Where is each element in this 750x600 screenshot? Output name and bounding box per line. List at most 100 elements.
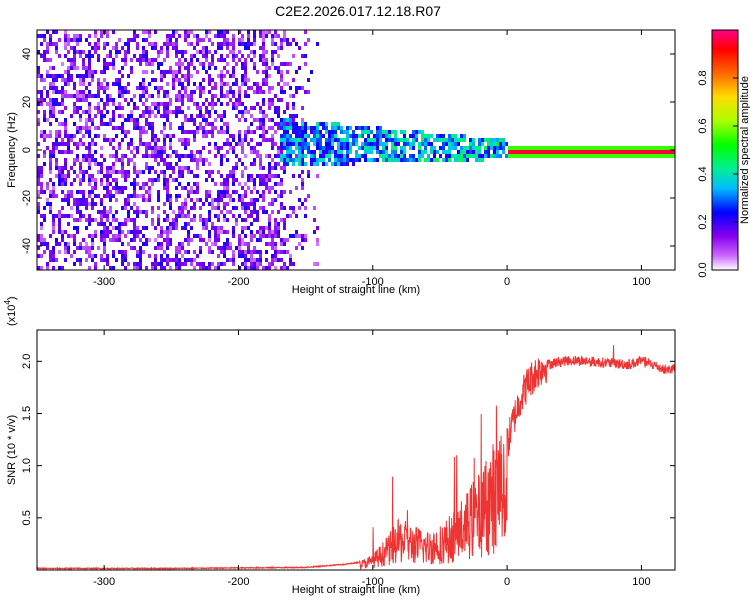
spectrogram-cell [322, 162, 325, 166]
spectrogram-cell [271, 134, 274, 138]
spectrogram-cell [601, 154, 604, 158]
spectrogram-cell [76, 34, 79, 38]
spectrogram-cell [157, 162, 160, 166]
spectrogram-cell [316, 138, 319, 142]
spectrogram-cell [253, 258, 256, 262]
spectrogram-cell [133, 54, 136, 58]
spectrogram-cell [193, 190, 196, 194]
spectrogram-cell [547, 146, 550, 150]
spectrogram-cell [415, 158, 418, 162]
spectrogram-cell [220, 126, 223, 130]
spectrogram-cell [244, 106, 247, 110]
spectrogram-cell [88, 114, 91, 118]
spectrogram-cell [265, 58, 268, 62]
spectrogram-cell [214, 86, 217, 90]
spectrogram-cell [79, 258, 82, 262]
spectrogram-cell [196, 254, 199, 258]
spectrogram-cell [58, 134, 61, 138]
spectrogram-cell [64, 122, 67, 126]
spectrogram-cell [241, 194, 244, 198]
spectrogram-cell [148, 146, 151, 150]
spectrogram-cell [55, 86, 58, 90]
spectrogram-cell [163, 58, 166, 62]
spectrogram-cell [511, 150, 514, 154]
spectrogram-cell [301, 86, 304, 90]
spectrogram-cell [298, 66, 301, 70]
spectrogram-cell [205, 134, 208, 138]
spectrogram-cell [103, 246, 106, 250]
spectrogram-cell [55, 118, 58, 122]
spectrogram-cell [319, 134, 322, 138]
spectrogram-cell [496, 154, 499, 158]
spectrogram-cell [259, 90, 262, 94]
spectrogram-cell [154, 258, 157, 262]
spectrogram-cell [250, 262, 253, 266]
spectrogram-cell [190, 30, 193, 34]
spectrogram-cell [208, 90, 211, 94]
spectrogram-cell [382, 154, 385, 158]
spectrogram-cell [85, 70, 88, 74]
spectrogram-cell [184, 186, 187, 190]
spectrogram-cell [268, 262, 271, 266]
spectrogram-cell [268, 98, 271, 102]
spectrogram-cell [577, 146, 580, 150]
spectrogram-cell [262, 114, 265, 118]
spectrogram-cell [76, 142, 79, 146]
spectrogram-cell [190, 190, 193, 194]
spectrogram-cell [199, 266, 202, 270]
spectrogram-cell [190, 62, 193, 66]
spectrogram-cell [289, 254, 292, 258]
spectrogram-cell [175, 78, 178, 82]
spectrogram-cell [43, 190, 46, 194]
spectrogram-cell [349, 134, 352, 138]
spectrogram-cell [271, 238, 274, 242]
spectrogram-cell [55, 194, 58, 198]
spectrogram-cell [133, 190, 136, 194]
spectrogram-cell [307, 174, 310, 178]
spectrogram-cell [115, 54, 118, 58]
spectrogram-cell [121, 94, 124, 98]
spectrogram-cell [109, 266, 112, 270]
spectrogram-cell [73, 234, 76, 238]
spectrogram-cell [139, 114, 142, 118]
spectrogram-cell [280, 126, 283, 130]
spectrogram-cell [436, 134, 439, 138]
spectrogram-cell [337, 146, 340, 150]
spectrogram-cell [271, 42, 274, 46]
spectrogram-cell [277, 162, 280, 166]
spectrogram-cell [40, 170, 43, 174]
spectrogram-cell [118, 158, 121, 162]
spectrogram-cell [463, 154, 466, 158]
spectrogram-cell [37, 170, 40, 174]
spectrogram-cell [67, 242, 70, 246]
spectrogram-cell [241, 226, 244, 230]
spectrogram-cell [286, 102, 289, 106]
spectrogram-cell [238, 38, 241, 42]
spectrogram-cell [160, 102, 163, 106]
spectrogram-cell [217, 194, 220, 198]
spectrogram-cell [457, 158, 460, 162]
spectrogram-cell [640, 150, 643, 154]
spectrogram-cell [49, 98, 52, 102]
spectrogram-cell [271, 62, 274, 66]
spectrogram-cell [64, 158, 67, 162]
spectrogram-cell [109, 222, 112, 226]
spectrogram-cell [244, 242, 247, 246]
spectrogram-cell [277, 82, 280, 86]
spectrogram-cell [130, 238, 133, 242]
spectrogram-cell [64, 42, 67, 46]
spectrogram-cell [109, 198, 112, 202]
spectrogram-cell [142, 30, 145, 34]
spectrogram-cell [244, 202, 247, 206]
spectrogram-cell [247, 206, 250, 210]
spectrogram-cell [298, 150, 301, 154]
spectrogram-cell [295, 234, 298, 238]
spectrogram-cell [187, 190, 190, 194]
spectrogram-cell [88, 150, 91, 154]
spectrogram-cell [343, 142, 346, 146]
spectrogram-cell [247, 78, 250, 82]
spectrogram-cell [364, 130, 367, 134]
spectrogram-cell [346, 138, 349, 142]
spectrogram-cell [151, 126, 154, 130]
spectrogram-cell [109, 54, 112, 58]
